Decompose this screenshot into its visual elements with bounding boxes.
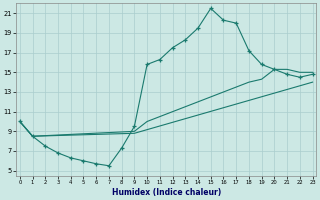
X-axis label: Humidex (Indice chaleur): Humidex (Indice chaleur) bbox=[112, 188, 221, 197]
